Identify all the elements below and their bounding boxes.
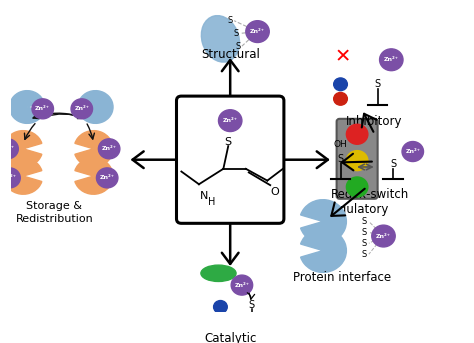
Text: S: S: [361, 228, 366, 237]
Circle shape: [0, 168, 20, 188]
Circle shape: [0, 139, 18, 159]
Circle shape: [380, 49, 403, 71]
Text: S: S: [249, 300, 255, 310]
Ellipse shape: [201, 265, 236, 282]
Circle shape: [219, 110, 242, 132]
Wedge shape: [79, 91, 113, 123]
Text: Zn²⁺: Zn²⁺: [376, 234, 391, 238]
Wedge shape: [4, 131, 42, 167]
Circle shape: [214, 315, 227, 328]
Text: S: S: [374, 79, 381, 89]
Circle shape: [334, 78, 347, 91]
Text: S: S: [337, 154, 344, 164]
Circle shape: [231, 275, 253, 295]
Circle shape: [346, 151, 368, 170]
Text: Redox-switch: Redox-switch: [331, 188, 409, 201]
Text: Zn²⁺: Zn²⁺: [223, 118, 237, 123]
Wedge shape: [75, 131, 113, 167]
FancyBboxPatch shape: [176, 96, 284, 223]
Circle shape: [402, 142, 423, 162]
Circle shape: [246, 21, 269, 43]
Text: Storage &
Redistribution: Storage & Redistribution: [16, 201, 93, 224]
Text: Zn²⁺: Zn²⁺: [100, 175, 115, 180]
Text: Zn²⁺: Zn²⁺: [384, 57, 399, 62]
Text: Structural: Structural: [201, 48, 260, 61]
Text: Zn²⁺: Zn²⁺: [0, 146, 15, 151]
Text: S: S: [236, 42, 241, 51]
Text: Inhibitory: Inhibitory: [346, 115, 402, 128]
Text: H: H: [208, 198, 215, 208]
Text: S: S: [225, 137, 232, 146]
Wedge shape: [301, 229, 346, 272]
Text: N: N: [200, 191, 208, 201]
Circle shape: [372, 225, 395, 247]
Wedge shape: [301, 200, 346, 243]
Text: Zn²⁺: Zn²⁺: [405, 149, 420, 154]
Text: S: S: [361, 250, 366, 259]
Text: Catalytic: Catalytic: [204, 332, 256, 343]
Text: Zn²⁺: Zn²⁺: [101, 146, 117, 151]
Text: Protein interface: Protein interface: [293, 271, 392, 284]
Text: S: S: [233, 29, 239, 38]
Text: S: S: [390, 159, 396, 169]
Text: Zn²⁺: Zn²⁺: [35, 106, 50, 111]
Circle shape: [346, 124, 368, 144]
Text: O: O: [271, 187, 280, 197]
Text: Zn²⁺: Zn²⁺: [74, 106, 89, 111]
Wedge shape: [4, 158, 42, 194]
Text: S: S: [361, 239, 366, 248]
Circle shape: [214, 300, 227, 313]
Circle shape: [346, 177, 368, 197]
FancyBboxPatch shape: [337, 119, 378, 199]
Ellipse shape: [201, 15, 239, 62]
Circle shape: [32, 99, 54, 119]
Wedge shape: [9, 91, 44, 123]
Circle shape: [71, 99, 92, 119]
Text: Zn²⁺: Zn²⁺: [235, 283, 249, 288]
Text: Zn²⁺: Zn²⁺: [2, 175, 17, 180]
Circle shape: [334, 93, 347, 105]
Text: Zn²⁺: Zn²⁺: [250, 29, 265, 34]
Circle shape: [96, 168, 118, 188]
Text: ✕: ✕: [334, 48, 351, 67]
Text: OH: OH: [334, 140, 347, 149]
Text: Regulatory: Regulatory: [325, 203, 389, 216]
Circle shape: [99, 139, 120, 159]
Text: S: S: [228, 16, 233, 25]
Wedge shape: [75, 158, 113, 194]
Text: S: S: [361, 217, 366, 226]
